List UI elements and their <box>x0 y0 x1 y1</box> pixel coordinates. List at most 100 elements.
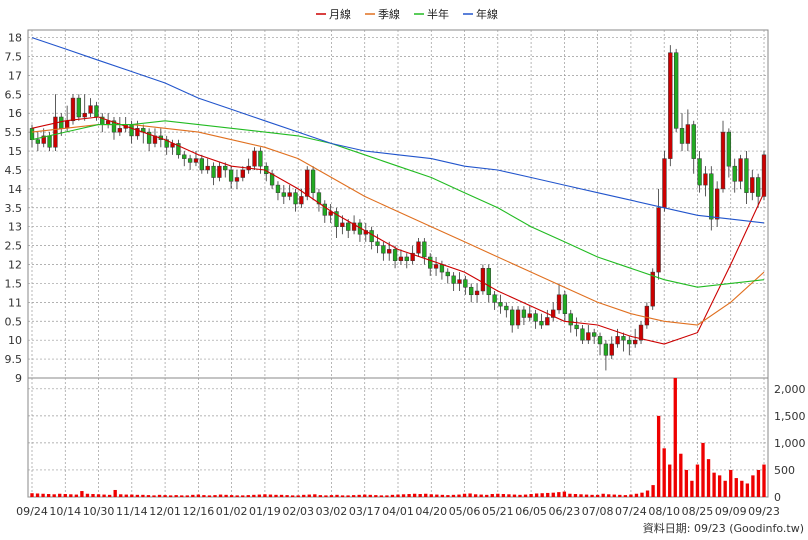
volume-bar <box>279 494 284 497</box>
candle-body <box>445 271 450 277</box>
candle-body <box>392 249 398 261</box>
volume-y-axis: 0 500 1,000 1,500 2,000 <box>774 383 806 504</box>
candle-body <box>703 173 708 186</box>
candle-body <box>29 128 35 140</box>
x-tick-label: 08/10 <box>648 505 680 518</box>
candle-body <box>76 97 82 118</box>
volume-bar <box>424 493 428 497</box>
price-y-tick-label: 17 <box>8 69 22 82</box>
volume-bar <box>618 494 622 497</box>
candle-body <box>88 105 93 114</box>
volume-bar <box>435 494 439 497</box>
candle-body <box>240 169 245 178</box>
candle-body <box>615 336 620 345</box>
volume-bar <box>174 495 178 497</box>
volume-bar <box>734 478 738 497</box>
candle-body <box>697 158 702 186</box>
volume-grid <box>27 377 769 498</box>
volume-y-tick-label: 500 <box>774 464 795 477</box>
legend-label-1: 季線 <box>378 7 400 21</box>
legend-label-2: 半年 <box>427 7 449 21</box>
volume-bar <box>340 495 345 497</box>
volume-bar <box>762 464 766 497</box>
volume-bar <box>740 480 744 497</box>
volume-bar <box>579 494 583 497</box>
candle-body <box>750 177 755 193</box>
price-y-tick-label: 10 <box>8 334 22 347</box>
x-tick-label: 09/24 <box>16 505 48 518</box>
volume-bar <box>407 494 411 497</box>
volume-bar <box>252 494 256 497</box>
price-y-axis: 18 7.5 17 6.5 16 5.5 15 4.5 14 3.5 13 2.5 12 1.5 11 0.5… <box>5 32 23 385</box>
volume-bar <box>229 495 234 497</box>
candle-body <box>281 192 286 197</box>
volume-bar <box>246 495 250 497</box>
volume-bar <box>207 495 212 497</box>
candle-body <box>129 124 134 137</box>
candle-body <box>474 290 480 296</box>
price-grid <box>27 29 769 379</box>
price-y-tick-label: 14 <box>8 183 22 196</box>
candle-body <box>205 165 210 171</box>
volume-bar <box>645 490 650 497</box>
volume-bar <box>534 493 539 497</box>
volume-bar <box>684 469 689 497</box>
volume-bar <box>385 495 389 497</box>
price-y-tick-label: 7.5 <box>5 50 23 63</box>
candle-body <box>47 135 52 148</box>
price-y-tick-label: 5.5 <box>5 126 23 139</box>
candle-body <box>211 165 216 178</box>
volume-bar <box>263 494 267 497</box>
price-y-tick-label: 15 <box>8 145 22 158</box>
candle-body <box>609 343 614 356</box>
candle-body <box>293 192 298 205</box>
x-tick-label: 05/06 <box>449 505 481 518</box>
volume-bar <box>512 494 517 497</box>
candle-body <box>199 158 204 171</box>
volume-bar <box>196 494 201 497</box>
candle-body <box>486 268 491 296</box>
candle-body <box>252 150 257 167</box>
x-tick-label: 05/21 <box>482 505 514 518</box>
candle-body <box>691 124 696 159</box>
candle-body <box>679 128 685 144</box>
candle-body <box>105 120 111 125</box>
volume-bar <box>451 494 456 497</box>
candle-body <box>568 313 573 326</box>
volume-bar <box>529 494 533 497</box>
volume-bar <box>96 494 101 497</box>
volume-bar <box>35 493 40 497</box>
x-tick-label: 09/23 <box>748 505 780 518</box>
volume-bar <box>562 491 567 497</box>
candle-body <box>64 120 70 129</box>
volume-bar <box>185 495 189 497</box>
x-tick-label: 06/05 <box>515 505 547 518</box>
candle-body <box>556 294 562 311</box>
candle-body <box>82 112 87 118</box>
x-tick-label: 01/02 <box>216 505 248 518</box>
candle-body <box>668 52 673 159</box>
volume-bar <box>241 495 245 497</box>
volume-bar <box>485 494 489 497</box>
candle-body <box>287 192 292 197</box>
volume-bar <box>595 494 600 497</box>
volume-bar <box>69 494 73 497</box>
volume-bar <box>141 494 145 497</box>
candle-body <box>714 188 720 220</box>
volume-bar <box>540 493 544 497</box>
candle-body <box>187 158 193 163</box>
volume-bar <box>557 492 561 497</box>
volume-bar <box>429 494 433 497</box>
volume-bar <box>235 495 239 497</box>
volume-bar <box>124 494 128 497</box>
candle-body <box>299 196 304 205</box>
volume-bar <box>346 495 350 497</box>
volume-bar <box>191 494 195 497</box>
candle-body <box>662 158 667 209</box>
volume-bar <box>357 494 361 497</box>
volume-y-tick-label: 1,000 <box>774 437 806 450</box>
candle-body <box>492 294 497 303</box>
volume-bar <box>712 472 716 497</box>
moving-average-lines <box>31 37 765 345</box>
volume-bar <box>374 495 378 497</box>
